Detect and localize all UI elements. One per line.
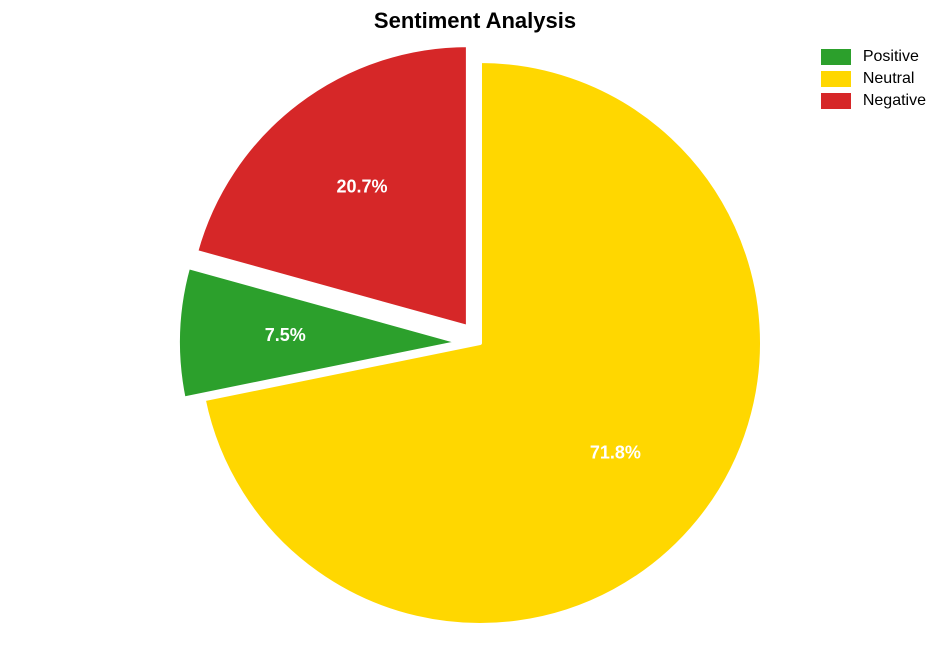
- legend-swatch-neutral: [821, 71, 851, 87]
- pie-chart: 20.7% 7.5% 71.8%: [0, 0, 950, 662]
- chart-container: Sentiment Analysis 20.7%7.5%71.8% Positi…: [0, 0, 950, 662]
- pie-label-negative: 20.7%: [337, 177, 388, 197]
- legend-swatch-positive: [821, 49, 851, 65]
- legend-label-neutral: Neutral: [863, 70, 915, 88]
- legend: Positive Neutral Negative: [821, 48, 926, 114]
- legend-swatch-negative: [821, 93, 851, 109]
- legend-item-negative: Negative: [821, 92, 926, 110]
- legend-label-negative: Negative: [863, 92, 926, 110]
- legend-item-positive: Positive: [821, 48, 926, 66]
- legend-item-neutral: Neutral: [821, 70, 926, 88]
- legend-label-positive: Positive: [863, 48, 919, 66]
- pie-label-positive: 7.5%: [265, 325, 306, 345]
- pie-label-neutral: 71.8%: [590, 442, 641, 462]
